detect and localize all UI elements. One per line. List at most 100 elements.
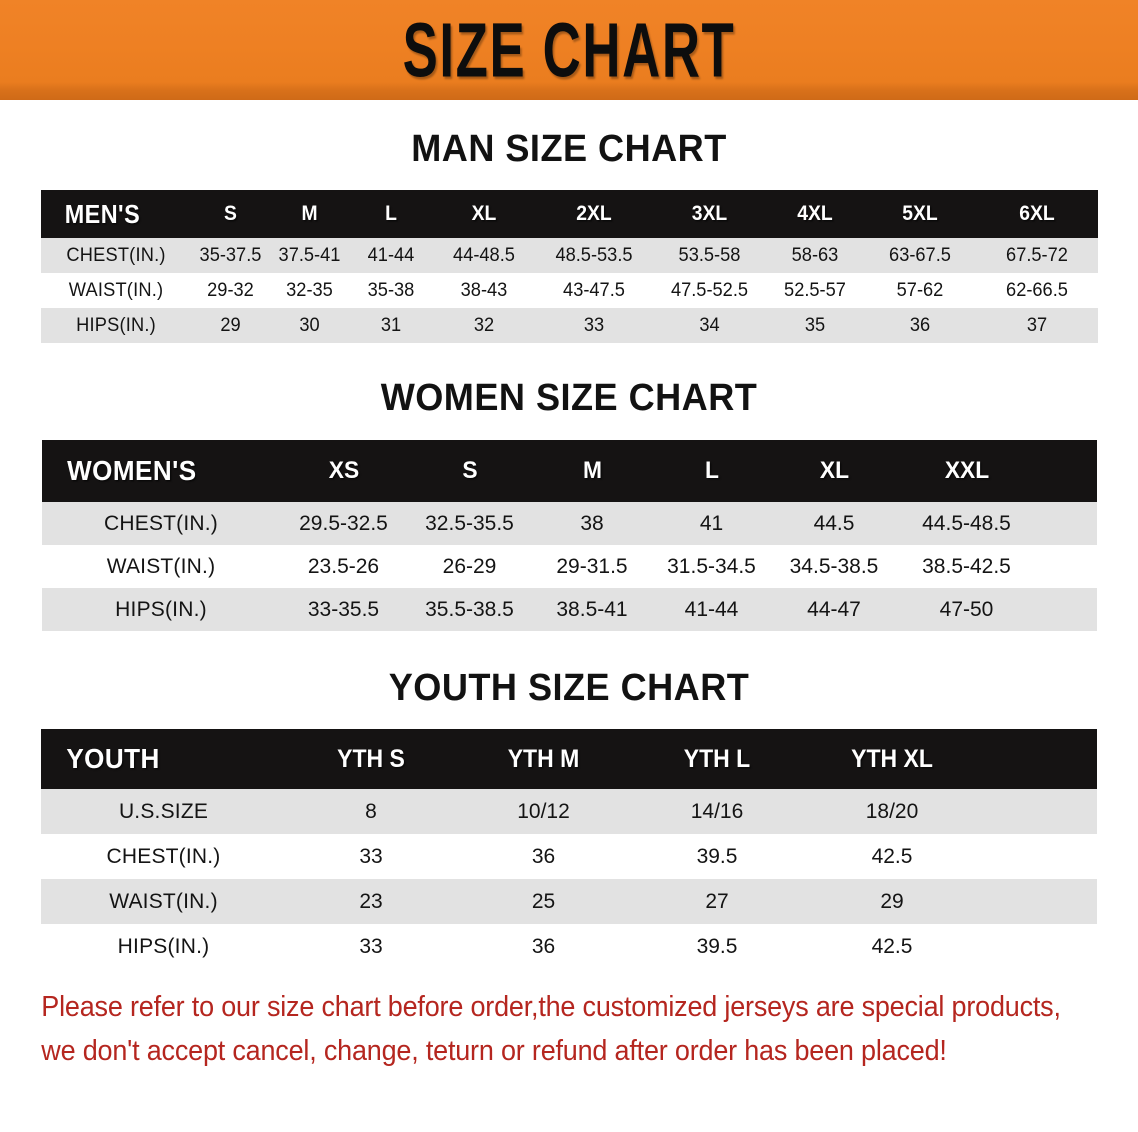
table-cell: 35.5-38.5 bbox=[425, 597, 514, 621]
table-row: HIPS(IN.) 33-35.5 35.5-38.5 38.5-41 41-4… bbox=[41, 588, 1097, 631]
table-row: WAIST(IN.) 29-32 32-35 35-38 38-43 43-47… bbox=[40, 273, 1098, 308]
table-cell-spacer bbox=[981, 789, 1097, 834]
page-banner: SIZE CHART bbox=[0, 0, 1138, 100]
row-label: HIPS(IN.) bbox=[75, 314, 156, 336]
table-row: U.S.SIZE 8 10/12 14/16 18/20 bbox=[41, 789, 1097, 834]
table-row: CHEST(IN.) 35-37.5 37.5-41 41-44 44-48.5… bbox=[40, 238, 1098, 273]
women-col-header: L bbox=[704, 457, 719, 484]
table-cell-spacer bbox=[981, 834, 1097, 879]
table-cell: 47-50 bbox=[939, 597, 994, 621]
table-cell: 29 bbox=[880, 889, 904, 913]
disclaimer-line-1: Please refer to our size chart before or… bbox=[41, 991, 1061, 1023]
table-cell: 41-44 bbox=[367, 244, 414, 266]
women-col-header: M bbox=[582, 457, 602, 484]
table-cell: 31.5-34.5 bbox=[667, 554, 756, 578]
table-cell: 42.5 bbox=[871, 934, 913, 958]
table-cell: 35 bbox=[804, 314, 825, 336]
man-size-section: MAN SIZE CHART MEN'S S M L XL 2XL 3XL 4X… bbox=[0, 130, 1138, 343]
page-title: SIZE CHART bbox=[402, 7, 736, 93]
table-row: WAIST(IN.) 23 25 27 29 bbox=[41, 879, 1097, 924]
table-cell: 30 bbox=[298, 314, 320, 336]
table-cell: 32.5-35.5 bbox=[425, 511, 514, 535]
table-cell: 27 bbox=[705, 889, 729, 913]
table-cell: 33 bbox=[583, 314, 604, 336]
row-label: CHEST(IN.) bbox=[65, 244, 166, 266]
table-row: CHEST(IN.) 33 36 39.5 42.5 bbox=[41, 834, 1097, 879]
youth-section-title: YOUTH SIZE CHART bbox=[388, 667, 750, 709]
man-size-table: MEN'S S M L XL 2XL 3XL 4XL 5XL 6XL CHEST… bbox=[40, 190, 1098, 343]
table-cell: 32-35 bbox=[285, 279, 333, 301]
man-col-header: 4XL bbox=[796, 202, 833, 225]
table-cell: 32 bbox=[473, 314, 494, 336]
table-cell: 38 bbox=[580, 511, 604, 535]
table-cell: 36 bbox=[531, 844, 556, 868]
man-col-header: S bbox=[223, 202, 237, 225]
women-col-spacer bbox=[1038, 440, 1095, 502]
row-label: WAIST(IN.) bbox=[68, 279, 163, 301]
table-cell: 37 bbox=[1026, 314, 1047, 336]
table-cell: 36 bbox=[531, 934, 556, 958]
table-cell: 58-63 bbox=[791, 244, 838, 266]
man-col-header: XL bbox=[471, 202, 496, 225]
table-cell: 25 bbox=[531, 889, 556, 913]
table-cell-spacer bbox=[1037, 545, 1097, 588]
table-cell: 14/16 bbox=[690, 799, 744, 823]
youth-col-spacer bbox=[986, 729, 1093, 789]
youth-col-header: YTH M bbox=[507, 744, 580, 773]
table-cell: 31 bbox=[380, 314, 401, 336]
table-cell: 37.5-41 bbox=[278, 244, 340, 266]
table-cell: 38.5-41 bbox=[556, 597, 628, 621]
youth-col-header: YTH L bbox=[683, 744, 751, 773]
women-col-header: XXL bbox=[944, 457, 989, 484]
disclaimer-line-2: we don't accept cancel, change, teturn o… bbox=[41, 1035, 947, 1068]
youth-corner-label: YOUTH bbox=[66, 743, 160, 774]
table-cell: 23 bbox=[359, 889, 383, 913]
table-cell: 53.5-58 bbox=[678, 244, 740, 266]
table-cell: 26-29 bbox=[442, 554, 497, 578]
table-cell: 38-43 bbox=[460, 279, 507, 301]
man-section-title: MAN SIZE CHART bbox=[411, 128, 727, 170]
table-cell: 38.5-42.5 bbox=[922, 554, 1011, 578]
man-col-header: 5XL bbox=[901, 202, 938, 225]
man-col-header: 2XL bbox=[575, 202, 612, 225]
women-size-table: WOMEN'S XS S M L XL XXL CHEST(IN.) 29.5-… bbox=[41, 440, 1097, 631]
table-cell: 41 bbox=[699, 511, 724, 535]
table-cell: 62-66.5 bbox=[1005, 279, 1068, 301]
table-cell: 35-37.5 bbox=[199, 244, 261, 266]
table-row: WAIST(IN.) 23.5-26 26-29 29-31.5 31.5-34… bbox=[41, 545, 1097, 588]
women-section-title: WOMEN SIZE CHART bbox=[380, 377, 758, 419]
table-cell: 23.5-26 bbox=[307, 554, 380, 578]
row-label: WAIST(IN.) bbox=[106, 554, 216, 578]
table-cell-spacer bbox=[981, 879, 1097, 924]
table-cell: 48.5-53.5 bbox=[554, 244, 633, 266]
man-col-header: M bbox=[300, 202, 318, 225]
table-cell: 34.5-38.5 bbox=[789, 554, 879, 578]
row-label: HIPS(IN.) bbox=[115, 597, 207, 621]
disclaimer-text: Please refer to our size chart before or… bbox=[32, 985, 1061, 1073]
youth-col-header: YTH S bbox=[337, 744, 405, 773]
table-cell: 35-38 bbox=[367, 279, 414, 301]
table-cell: 44-47 bbox=[807, 597, 861, 621]
youth-col-header: YTH XL bbox=[851, 744, 933, 773]
women-col-header: XS bbox=[328, 457, 359, 484]
table-cell: 29 bbox=[219, 314, 241, 336]
table-cell: 57-62 bbox=[896, 279, 943, 301]
row-label: WAIST(IN.) bbox=[109, 889, 218, 913]
women-col-header: S bbox=[461, 457, 478, 484]
youth-size-section: YOUTH SIZE CHART YOUTH YTH S YTH M YTH L… bbox=[0, 669, 1138, 969]
youth-table-header-row: YOUTH YTH S YTH M YTH L YTH XL bbox=[41, 729, 1097, 789]
table-cell-spacer bbox=[1037, 588, 1097, 631]
table-cell: 63-67.5 bbox=[888, 244, 951, 266]
table-cell: 44-48.5 bbox=[452, 244, 515, 266]
table-cell: 43-47.5 bbox=[562, 279, 625, 301]
table-cell: 34 bbox=[698, 314, 720, 336]
women-col-header: XL bbox=[819, 457, 849, 484]
table-cell: 29-32 bbox=[206, 279, 254, 301]
women-corner-label: WOMEN'S bbox=[66, 455, 197, 486]
table-cell: 52.5-57 bbox=[783, 279, 846, 301]
table-cell: 8 bbox=[365, 799, 377, 823]
table-cell: 39.5 bbox=[696, 844, 738, 868]
table-row: HIPS(IN.) 33 36 39.5 42.5 bbox=[41, 924, 1097, 969]
row-label: CHEST(IN.) bbox=[106, 844, 221, 868]
man-col-header: 6XL bbox=[1018, 202, 1055, 225]
